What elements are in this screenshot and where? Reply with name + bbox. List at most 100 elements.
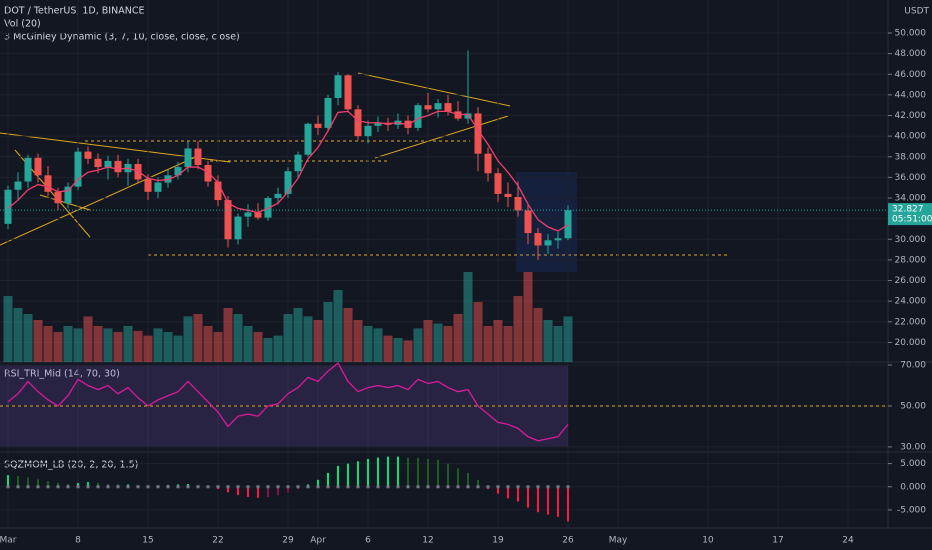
volume-bar bbox=[553, 326, 563, 362]
candle-body bbox=[44, 175, 52, 192]
volume-bar bbox=[53, 332, 63, 362]
y-tick-label: 50.00 bbox=[900, 401, 926, 411]
volume-bar bbox=[123, 326, 133, 362]
candle-body bbox=[324, 97, 332, 128]
x-tick-label: 24 bbox=[842, 536, 854, 546]
volume-bar bbox=[133, 330, 143, 362]
squeeze-dot bbox=[306, 485, 310, 489]
candle-body bbox=[314, 123, 322, 128]
candle-body bbox=[84, 151, 92, 159]
volume-bar bbox=[413, 328, 423, 362]
y-tick-label: 44.000 bbox=[895, 90, 927, 100]
volume-bar bbox=[343, 308, 353, 362]
x-tick-label: 6 bbox=[365, 536, 371, 546]
candle-body bbox=[494, 173, 502, 194]
squeeze-dot bbox=[326, 485, 330, 489]
squeeze-dot bbox=[406, 485, 410, 489]
volume-bar bbox=[43, 326, 53, 362]
countdown-label: 05:51:00 bbox=[892, 215, 932, 225]
squeeze-dot bbox=[136, 485, 140, 489]
last-price-label: 32.827 bbox=[892, 205, 924, 215]
candle-body bbox=[94, 158, 102, 168]
candle-body bbox=[4, 189, 12, 224]
candle-body bbox=[474, 113, 482, 154]
squeeze-dot bbox=[456, 485, 460, 489]
trendline bbox=[0, 154, 201, 246]
x-tick-label: 22 bbox=[212, 536, 223, 546]
symbol-title: DOT / TetherUS, 1D, BINANCE bbox=[4, 6, 144, 17]
candle-body bbox=[34, 157, 42, 176]
squeeze-dot bbox=[516, 485, 520, 489]
squeeze-dot bbox=[426, 485, 430, 489]
squeeze-dot bbox=[66, 485, 70, 489]
volume-bar bbox=[303, 316, 313, 362]
volume-bar bbox=[213, 332, 223, 362]
candle-body bbox=[514, 196, 522, 211]
squeeze-dot bbox=[486, 485, 490, 489]
volume-bar bbox=[13, 308, 23, 362]
volume-bar bbox=[323, 302, 333, 362]
y-tick-label: 70.00 bbox=[900, 361, 926, 371]
squeeze-dot bbox=[56, 485, 60, 489]
squeeze-dot bbox=[26, 485, 30, 489]
volume-bar bbox=[523, 272, 533, 362]
y-tick-label: 38.000 bbox=[895, 152, 927, 162]
volume-bar bbox=[273, 335, 283, 362]
squeeze-dot bbox=[346, 485, 350, 489]
candle-body bbox=[54, 191, 62, 204]
squeeze-dot bbox=[546, 485, 550, 489]
trendline bbox=[357, 72, 511, 107]
volume-bar bbox=[543, 320, 553, 362]
volume-bar bbox=[443, 326, 453, 362]
volume-bar bbox=[353, 320, 363, 362]
y-tick-label: -5.000 bbox=[897, 505, 926, 515]
candle-body bbox=[214, 181, 222, 201]
candle-body bbox=[464, 113, 472, 119]
squeeze-dot bbox=[266, 485, 270, 489]
x-tick-label: 12 bbox=[422, 536, 433, 546]
volume-bar bbox=[63, 326, 73, 362]
sqzmom-label: SQZMOM_LB (20, 2, 20, 1.5) bbox=[4, 460, 138, 471]
squeeze-dot bbox=[376, 485, 380, 489]
candle-body bbox=[364, 125, 372, 137]
candle-body bbox=[354, 109, 362, 137]
volume-bar bbox=[33, 320, 43, 362]
volume-bar bbox=[293, 308, 303, 362]
volume-bar bbox=[73, 328, 83, 362]
x-tick-label: 19 bbox=[492, 536, 504, 546]
squeeze-dot bbox=[446, 485, 450, 489]
squeeze-dot bbox=[506, 485, 510, 489]
y-tick-label: 0.000 bbox=[900, 482, 926, 492]
volume-bar bbox=[183, 316, 193, 362]
squeeze-dot bbox=[276, 485, 280, 489]
squeeze-dot bbox=[126, 485, 130, 489]
squeeze-dot bbox=[386, 485, 390, 489]
candle-body bbox=[104, 160, 112, 168]
candle-body bbox=[524, 210, 532, 234]
candle-body bbox=[144, 179, 152, 192]
squeeze-dot bbox=[436, 485, 440, 489]
candle-body bbox=[374, 122, 382, 126]
volume-bar bbox=[263, 338, 273, 362]
candle-body bbox=[14, 181, 22, 190]
candle-body bbox=[554, 238, 562, 241]
volume-bar bbox=[383, 335, 393, 362]
y-tick-label: 26.000 bbox=[895, 276, 927, 286]
candle-body bbox=[414, 105, 422, 128]
candle-body bbox=[24, 157, 32, 182]
trendline bbox=[374, 115, 509, 159]
volume-bar bbox=[453, 314, 463, 362]
squeeze-dot bbox=[86, 485, 90, 489]
volume-bar bbox=[203, 326, 213, 362]
volume-bar bbox=[83, 316, 93, 362]
last-price-box bbox=[888, 203, 932, 226]
volume-bar bbox=[173, 335, 183, 362]
volume-bar bbox=[233, 314, 243, 362]
candle-body bbox=[344, 75, 352, 110]
candle-body bbox=[284, 171, 292, 194]
squeeze-dot bbox=[336, 485, 340, 489]
squeeze-dot bbox=[246, 485, 250, 489]
candle-body bbox=[334, 75, 342, 98]
squeeze-dot bbox=[416, 485, 420, 489]
